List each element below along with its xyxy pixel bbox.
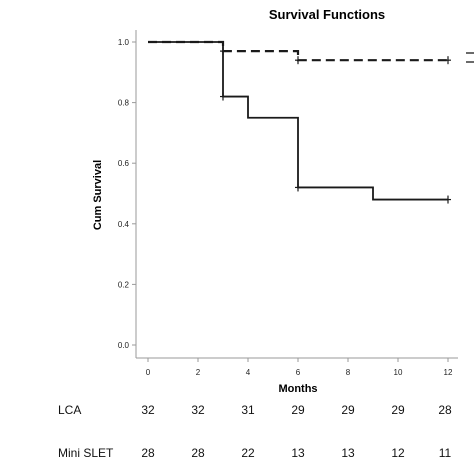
risk-row-lca: LCA 32 32 31 29 29 29 28 xyxy=(0,400,474,420)
x-tick-label: 2 xyxy=(196,368,201,377)
chart-title: Survival Functions xyxy=(269,7,385,22)
x-tick-label: 12 xyxy=(444,368,453,377)
y-tick-label: 0.8 xyxy=(118,99,130,108)
risk-row-mini-slet: Mini SLET 28 28 22 13 13 12 11 xyxy=(0,443,474,463)
x-tick-label: 10 xyxy=(394,368,403,377)
x-tick-label: 4 xyxy=(246,368,251,377)
x-tick-label: 8 xyxy=(346,368,351,377)
risk-count: 28 xyxy=(191,446,205,460)
x-axis-label: Months xyxy=(278,383,317,395)
risk-count: 11 xyxy=(438,446,452,460)
risk-count: 29 xyxy=(291,403,305,417)
risk-count: 31 xyxy=(241,403,255,417)
y-tick-label: 0.2 xyxy=(118,280,130,289)
risk-count: 32 xyxy=(141,403,155,417)
y-tick-label: 0.6 xyxy=(118,159,130,168)
risk-row-label: Mini SLET xyxy=(58,446,114,460)
y-axis-label: Cum Survival xyxy=(92,160,104,230)
risk-count: 28 xyxy=(438,403,452,417)
risk-count: 28 xyxy=(141,446,155,460)
risk-count: 13 xyxy=(341,446,355,460)
x-tick-label: 0 xyxy=(146,368,151,377)
risk-count: 29 xyxy=(341,403,355,417)
y-tick-label: 1.0 xyxy=(118,38,130,47)
y-tick-label: 0.0 xyxy=(118,341,130,350)
risk-count: 32 xyxy=(191,403,205,417)
risk-count: 13 xyxy=(291,446,305,460)
risk-count: 29 xyxy=(391,403,405,417)
risk-row-label: LCA xyxy=(58,403,82,417)
y-tick-label: 0.4 xyxy=(118,220,130,229)
x-tick-label: 6 xyxy=(296,368,301,377)
series-line-2 xyxy=(148,41,448,201)
risk-count: 22 xyxy=(241,446,255,460)
legend-fragment xyxy=(466,52,474,63)
risk-count: 12 xyxy=(391,446,405,460)
